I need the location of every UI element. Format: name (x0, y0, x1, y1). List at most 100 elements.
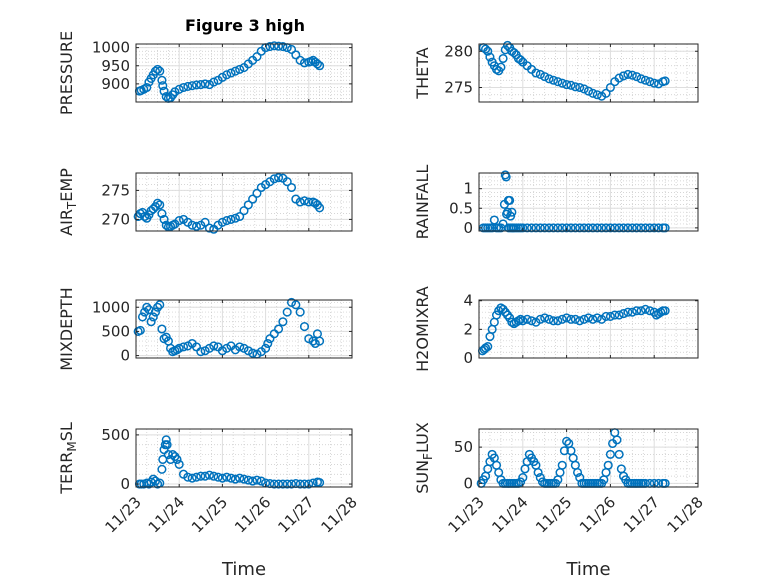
y-tick-label: 270 (101, 210, 130, 228)
y-axis-label: AIRTEMP (57, 168, 79, 236)
data-point (500, 45, 510, 55)
data-point (570, 314, 580, 324)
data-point (575, 82, 585, 93)
data-point (315, 203, 325, 213)
data-point (256, 476, 266, 486)
data-point (261, 343, 271, 353)
data-point (304, 197, 314, 207)
y-axis-label: MIXDEPTH (57, 287, 76, 370)
data-point (183, 472, 193, 482)
data-point (485, 52, 495, 62)
data-point (159, 214, 169, 224)
data-point (178, 82, 189, 93)
data-point (618, 309, 629, 319)
data-point (157, 209, 167, 219)
y-axis-label: RAINFALL (413, 165, 432, 240)
data-point (618, 223, 629, 233)
data-point (588, 314, 598, 324)
data-point (217, 473, 227, 483)
y-axis-label: H2OMIXRA (413, 286, 432, 372)
data-point (213, 472, 223, 482)
data-point (248, 476, 258, 486)
data-point (187, 220, 197, 230)
data-point (483, 46, 493, 56)
data-point (235, 473, 245, 483)
data-point (605, 223, 615, 233)
data-point (614, 73, 624, 83)
data-point (605, 82, 615, 93)
data-point (575, 316, 585, 326)
data-point (610, 310, 620, 320)
y-axis-label: PRESSURE (57, 31, 76, 115)
data-point (632, 72, 642, 82)
data-point (505, 313, 515, 323)
data-point (583, 223, 594, 233)
y-tick-label: 275 (101, 181, 130, 199)
data-point (562, 80, 572, 90)
data-point (583, 86, 594, 96)
data-point (209, 341, 219, 351)
y-tick-label: 950 (101, 57, 130, 75)
data-point (518, 473, 528, 483)
data-point (645, 77, 655, 87)
data-point (627, 223, 637, 233)
data-point (148, 312, 158, 322)
data-point (226, 473, 236, 483)
data-point (278, 41, 288, 52)
data-point (566, 80, 576, 90)
data-point (157, 464, 167, 474)
data-point (286, 44, 297, 54)
data-point (553, 223, 563, 233)
data-point (614, 449, 624, 459)
data-point (239, 474, 249, 484)
data-point (540, 313, 550, 323)
data-point (146, 317, 156, 327)
data-point (315, 336, 325, 346)
data-point (516, 314, 526, 324)
y-tick-label: 1000 (92, 298, 130, 316)
axes-box (135, 428, 353, 488)
data-point (579, 84, 589, 94)
data-point (522, 314, 532, 324)
data-point (252, 52, 262, 62)
data-point (636, 306, 646, 316)
data-point (553, 77, 563, 87)
data-point (531, 223, 541, 233)
data-point (527, 316, 537, 326)
y-tick-label: 50 (454, 438, 473, 456)
data-point (507, 207, 517, 217)
x-axis-label: Time (221, 559, 266, 580)
data-point (544, 74, 554, 84)
data-point (230, 66, 240, 76)
data-point (200, 79, 210, 89)
data-point (299, 322, 310, 332)
y-axis-label: THETA (413, 47, 432, 99)
data-point (579, 314, 589, 324)
data-point (610, 223, 620, 233)
data-point (562, 223, 572, 233)
data-point (531, 68, 541, 78)
y-tick-label: 500 (101, 322, 130, 340)
data-point (656, 307, 666, 317)
y-axis-label: TERRMSL (57, 422, 79, 495)
data-point (562, 436, 572, 446)
data-point (157, 324, 167, 334)
data-point (178, 342, 189, 352)
data-point (505, 211, 516, 221)
data-point (557, 460, 567, 470)
data-point (230, 213, 240, 223)
data-point (269, 174, 279, 184)
axes-box (135, 43, 353, 103)
data-point (235, 211, 245, 222)
data-point (252, 475, 262, 485)
data-point (153, 64, 163, 74)
data-point (649, 223, 659, 233)
data-point (491, 64, 502, 74)
data-point (570, 223, 580, 233)
data-point (527, 223, 537, 233)
y-tick-label: 1 (463, 180, 473, 198)
data-point (557, 223, 567, 233)
data-point (315, 478, 325, 488)
data-point (248, 194, 258, 204)
